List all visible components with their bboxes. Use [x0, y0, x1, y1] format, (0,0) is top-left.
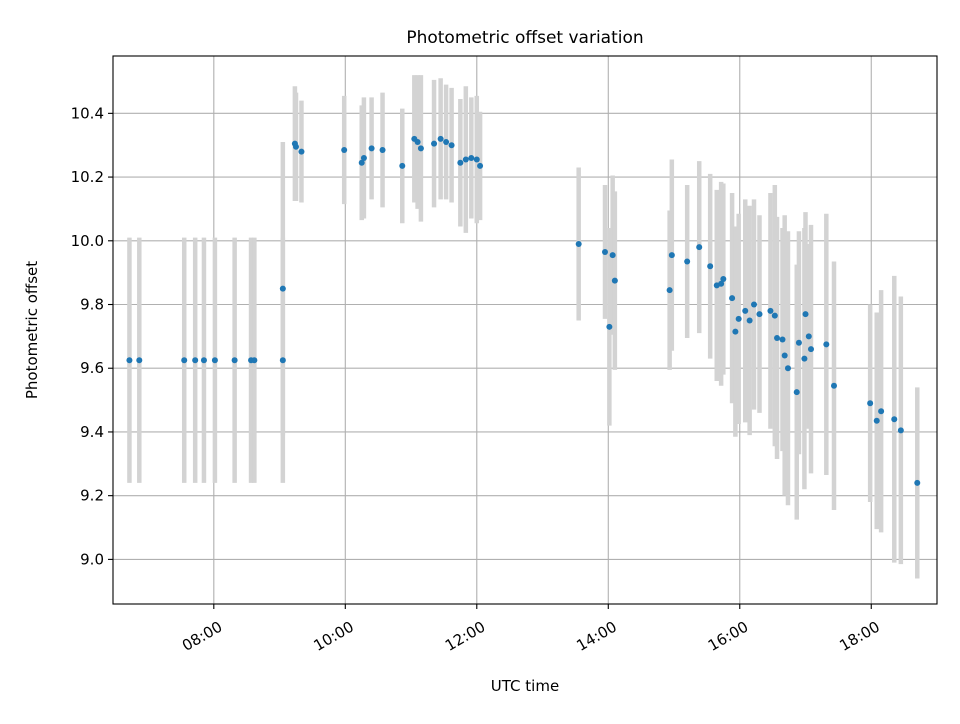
data-point	[462, 156, 469, 163]
data-point	[756, 311, 763, 318]
data-point	[666, 287, 673, 294]
data-point	[751, 301, 758, 308]
data-point	[696, 244, 703, 251]
data-point	[251, 357, 258, 364]
data-point	[231, 357, 238, 364]
data-point	[718, 280, 725, 287]
data-point	[379, 146, 386, 153]
data-point	[609, 252, 616, 259]
data-point	[368, 145, 375, 152]
data-point	[897, 427, 904, 434]
data-point	[914, 479, 921, 486]
data-point	[611, 277, 618, 284]
data-point	[684, 258, 691, 265]
data-point	[606, 323, 613, 330]
data-point	[575, 240, 582, 247]
data-point	[211, 357, 218, 364]
data-point	[784, 365, 791, 372]
data-point	[805, 333, 812, 340]
data-point	[729, 295, 736, 302]
y-tick-label: 9.0	[80, 550, 104, 568]
data-point	[735, 315, 742, 322]
data-point	[443, 139, 450, 146]
data-point	[341, 146, 348, 153]
data-point	[746, 317, 753, 324]
y-axis-ticks: 9.0 9.2 9.4 9.6 9.8 10.0 10.2 10.4	[71, 104, 113, 568]
data-point	[437, 135, 444, 142]
x-axis-label: UTC time	[491, 677, 559, 695]
data-point	[707, 263, 714, 270]
data-point	[601, 248, 608, 255]
data-point	[431, 140, 438, 147]
y-tick-label: 9.6	[80, 359, 104, 377]
data-point	[779, 336, 786, 343]
data-point	[742, 307, 749, 314]
data-point	[823, 341, 830, 348]
data-point	[279, 285, 286, 292]
data-point	[360, 154, 367, 161]
y-tick-label: 10.4	[71, 104, 104, 122]
data-point	[126, 357, 133, 364]
data-point	[358, 159, 365, 166]
data-point	[468, 154, 475, 161]
data-point	[831, 382, 837, 389]
data-point	[136, 357, 143, 364]
data-point	[807, 346, 814, 353]
data-point	[414, 139, 421, 146]
data-point	[457, 159, 464, 166]
data-point	[873, 417, 880, 424]
data-point	[891, 416, 898, 423]
data-point	[448, 142, 455, 149]
y-tick-label: 10.2	[71, 168, 104, 186]
data-point	[771, 312, 778, 319]
y-axis-label: Photometric offset	[23, 261, 41, 399]
data-point	[767, 307, 774, 314]
data-point	[200, 357, 207, 364]
y-tick-label: 9.2	[80, 487, 104, 505]
data-point	[732, 328, 739, 335]
data-point	[781, 352, 788, 359]
data-point	[473, 156, 480, 163]
data-point	[793, 389, 800, 396]
data-point	[417, 145, 424, 152]
data-point	[668, 252, 675, 259]
chart-title: Photometric offset variation	[406, 28, 643, 48]
data-point	[181, 357, 188, 364]
data-point	[801, 355, 808, 362]
y-tick-label: 10.0	[71, 232, 104, 250]
data-point	[292, 143, 299, 150]
y-tick-label: 9.8	[80, 296, 104, 314]
data-point	[477, 162, 484, 169]
data-point	[878, 408, 885, 415]
plot-frame	[112, 55, 938, 605]
data-points	[126, 135, 921, 486]
data-point	[720, 276, 727, 283]
data-point	[298, 148, 305, 155]
y-tick-label: 9.4	[80, 423, 104, 441]
data-point	[867, 400, 874, 407]
data-point	[802, 311, 809, 318]
data-point	[279, 357, 286, 364]
data-point	[399, 162, 406, 169]
data-point	[192, 357, 199, 364]
grid-lines	[113, 56, 937, 604]
data-point	[774, 334, 781, 341]
data-point	[795, 339, 802, 346]
